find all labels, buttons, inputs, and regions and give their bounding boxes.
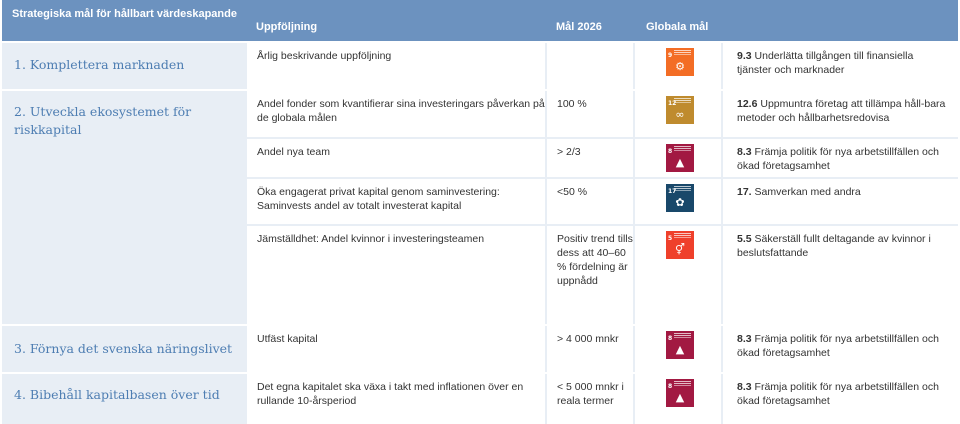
decent-work-icon: ▲ xyxy=(675,343,685,356)
sdg-badge: 17 ✿ xyxy=(666,184,694,212)
gender-equality-icon: ⚥ xyxy=(675,243,685,256)
sdg-target-text: Säkerställ fullt deltagande av kvinnor i… xyxy=(737,233,931,259)
sdg-target-text: Underlätta tillgången till finansiella t… xyxy=(737,50,914,76)
table-row: Det egna kapitalet ska växa i takt med i… xyxy=(2,374,958,424)
sdg-cell: 17 ✿ xyxy=(635,179,721,224)
sdg-target-cell: 8.3 Främja politik för nya arbetstillfäl… xyxy=(723,139,958,177)
sdg-number: 9 xyxy=(668,52,673,59)
sdg-number: 8 xyxy=(668,335,673,342)
sdg-cell: 12 ∞ xyxy=(635,91,721,137)
sdg-cell: 9 ⚙ xyxy=(635,43,721,89)
sdg-target-cell: 9.3 Underlätta tillgången till finansiel… xyxy=(723,43,958,89)
sdg-target-code: 8.3 xyxy=(737,333,752,345)
sdg-badge: 8 ▲ xyxy=(666,379,694,407)
sdg-target-code: 5.5 xyxy=(737,233,752,245)
goal-title: 1. Komplettera marknaden xyxy=(14,57,185,72)
sdg-cell: 8 ▲ xyxy=(635,374,721,424)
sdg-target-text: Samverkan med andra xyxy=(754,186,861,198)
sdg-badge: 5 ⚥ xyxy=(666,231,694,259)
table-header: Strategiska mål för hållbart värdeskapan… xyxy=(2,0,958,41)
goal-title: 3. Förnya det svenska näringslivet xyxy=(14,341,233,356)
partnerships-icon: ✿ xyxy=(675,196,685,209)
sdg-cell: 8 ▲ xyxy=(635,326,721,372)
sdg-number: 5 xyxy=(668,235,673,242)
sdg-label-lines xyxy=(674,146,691,147)
sdg-badge: 8 ▲ xyxy=(666,144,694,172)
sdg-target-cell: 5.5 Säkerställ fullt deltagande av kvinn… xyxy=(723,226,958,324)
decent-work-icon: ▲ xyxy=(675,156,685,169)
decent-work-icon: ▲ xyxy=(675,391,685,404)
followup-cell: Jämställdhet: Andel kvinnor i investerin… xyxy=(247,226,545,324)
sdg-target-cell: 17. Samverkan med andra xyxy=(723,179,958,224)
target-2026-cell: > 4 000 mnkr xyxy=(547,326,633,372)
sdg-cell: 5 ⚥ xyxy=(635,226,721,324)
sdg-badge: 12 ∞ xyxy=(666,96,694,124)
table-row: Årlig beskrivande uppföljning 9 ⚙ 9.3 Under… xyxy=(2,43,958,89)
sdg-cell: 8 ▲ xyxy=(635,139,721,177)
sdg-badge: 9 ⚙ xyxy=(666,48,694,76)
sdg-target-text: Uppmuntra företag att tillämpa håll-bara… xyxy=(737,98,946,124)
goal-title: 4. Bibehåll kapitalbasen över tid xyxy=(14,387,220,402)
sdg-target-code: 12.6 xyxy=(737,98,758,110)
sdg-target-code: 17. xyxy=(737,186,752,198)
sdg-target-cell: 8.3 Främja politik för nya arbetstillfäl… xyxy=(723,374,958,424)
sdg-target-text: Främja politik för nya arbetstillfällen … xyxy=(737,333,939,359)
header-global-goals: Globala mål xyxy=(646,21,709,33)
followup-cell: Årlig beskrivande uppföljning xyxy=(247,43,545,89)
sdg-label-lines xyxy=(674,186,691,187)
followup-cell: Utfäst kapital xyxy=(247,326,545,372)
goal-group: 1. Komplettera marknaden Årlig beskrivand… xyxy=(2,43,958,89)
followup-cell: Det egna kapitalet ska växa i takt med i… xyxy=(247,374,545,424)
sdg-target-cell: 8.3 Främja politik för nya arbetstillfäl… xyxy=(723,326,958,372)
table-row: Öka engagerat privat kapital genom samin… xyxy=(2,179,958,224)
sdg-number: 8 xyxy=(668,383,673,390)
sdg-label-lines xyxy=(674,50,691,51)
target-2026-cell: 100 % xyxy=(547,91,633,137)
followup-cell: Andel nya team xyxy=(247,139,545,177)
table-row: Utfäst kapital > 4 000 mnkr 8 ▲ 8.3 Främja p… xyxy=(2,326,958,372)
table-row: Andel fonder som kvantifierar sina inves… xyxy=(2,91,958,137)
target-2026-cell: <50 % xyxy=(547,179,633,224)
sdg-target-code: 8.3 xyxy=(737,381,752,393)
followup-cell: Öka engagerat privat kapital genom samin… xyxy=(247,179,545,224)
header-followup: Uppföljning xyxy=(256,21,318,33)
industry-innovation-icon: ⚙ xyxy=(675,60,685,73)
sdg-number: 8 xyxy=(668,148,673,155)
sdg-target-code: 9.3 xyxy=(737,50,752,62)
goal-title: 2. Utveckla ekosystemet för riskkapital xyxy=(14,104,192,137)
header-strategic-goals: Strategiska mål för hållbart värdeskapan… xyxy=(12,8,237,20)
sdg-label-lines xyxy=(674,98,691,99)
header-target-2026: Mål 2026 xyxy=(556,21,602,33)
sdg-target-cell: 12.6 Uppmuntra företag att tillämpa håll… xyxy=(723,91,958,137)
sdg-number: 12 xyxy=(668,100,677,107)
sdg-badge: 8 ▲ xyxy=(666,331,694,359)
goal-group: 4. Bibehåll kapitalbasen över tid Det egn… xyxy=(2,374,958,424)
table-row: Andel nya team > 2/3 8 ▲ 8.3 Främja politik … xyxy=(2,139,958,177)
target-2026-cell: > 2/3 xyxy=(547,139,633,177)
sdg-target-text: Främja politik för nya arbetstillfällen … xyxy=(737,146,939,172)
sdg-label-lines xyxy=(674,333,691,334)
table-row: Jämställdhet: Andel kvinnor i investerin… xyxy=(2,226,958,324)
target-2026-cell xyxy=(547,43,633,89)
goal-group: 3. Förnya det svenska näringslivet Utfäst… xyxy=(2,326,958,372)
goal-group: 2. Utveckla ekosystemet för riskkapital A… xyxy=(2,91,958,324)
target-2026-cell: < 5 000 mnkr i reala termer xyxy=(547,374,633,424)
responsible-consumption-icon: ∞ xyxy=(675,108,685,121)
sdg-label-lines xyxy=(674,233,691,234)
followup-cell: Andel fonder som kvantifierar sina inves… xyxy=(247,91,545,137)
sdg-number: 17 xyxy=(668,188,677,195)
sdg-label-lines xyxy=(674,381,691,382)
sdg-target-text: Främja politik för nya arbetstillfällen … xyxy=(737,381,939,407)
sdg-target-code: 8.3 xyxy=(737,146,752,158)
target-2026-cell: Positiv trend tills dess att 40–60 % för… xyxy=(547,226,633,324)
